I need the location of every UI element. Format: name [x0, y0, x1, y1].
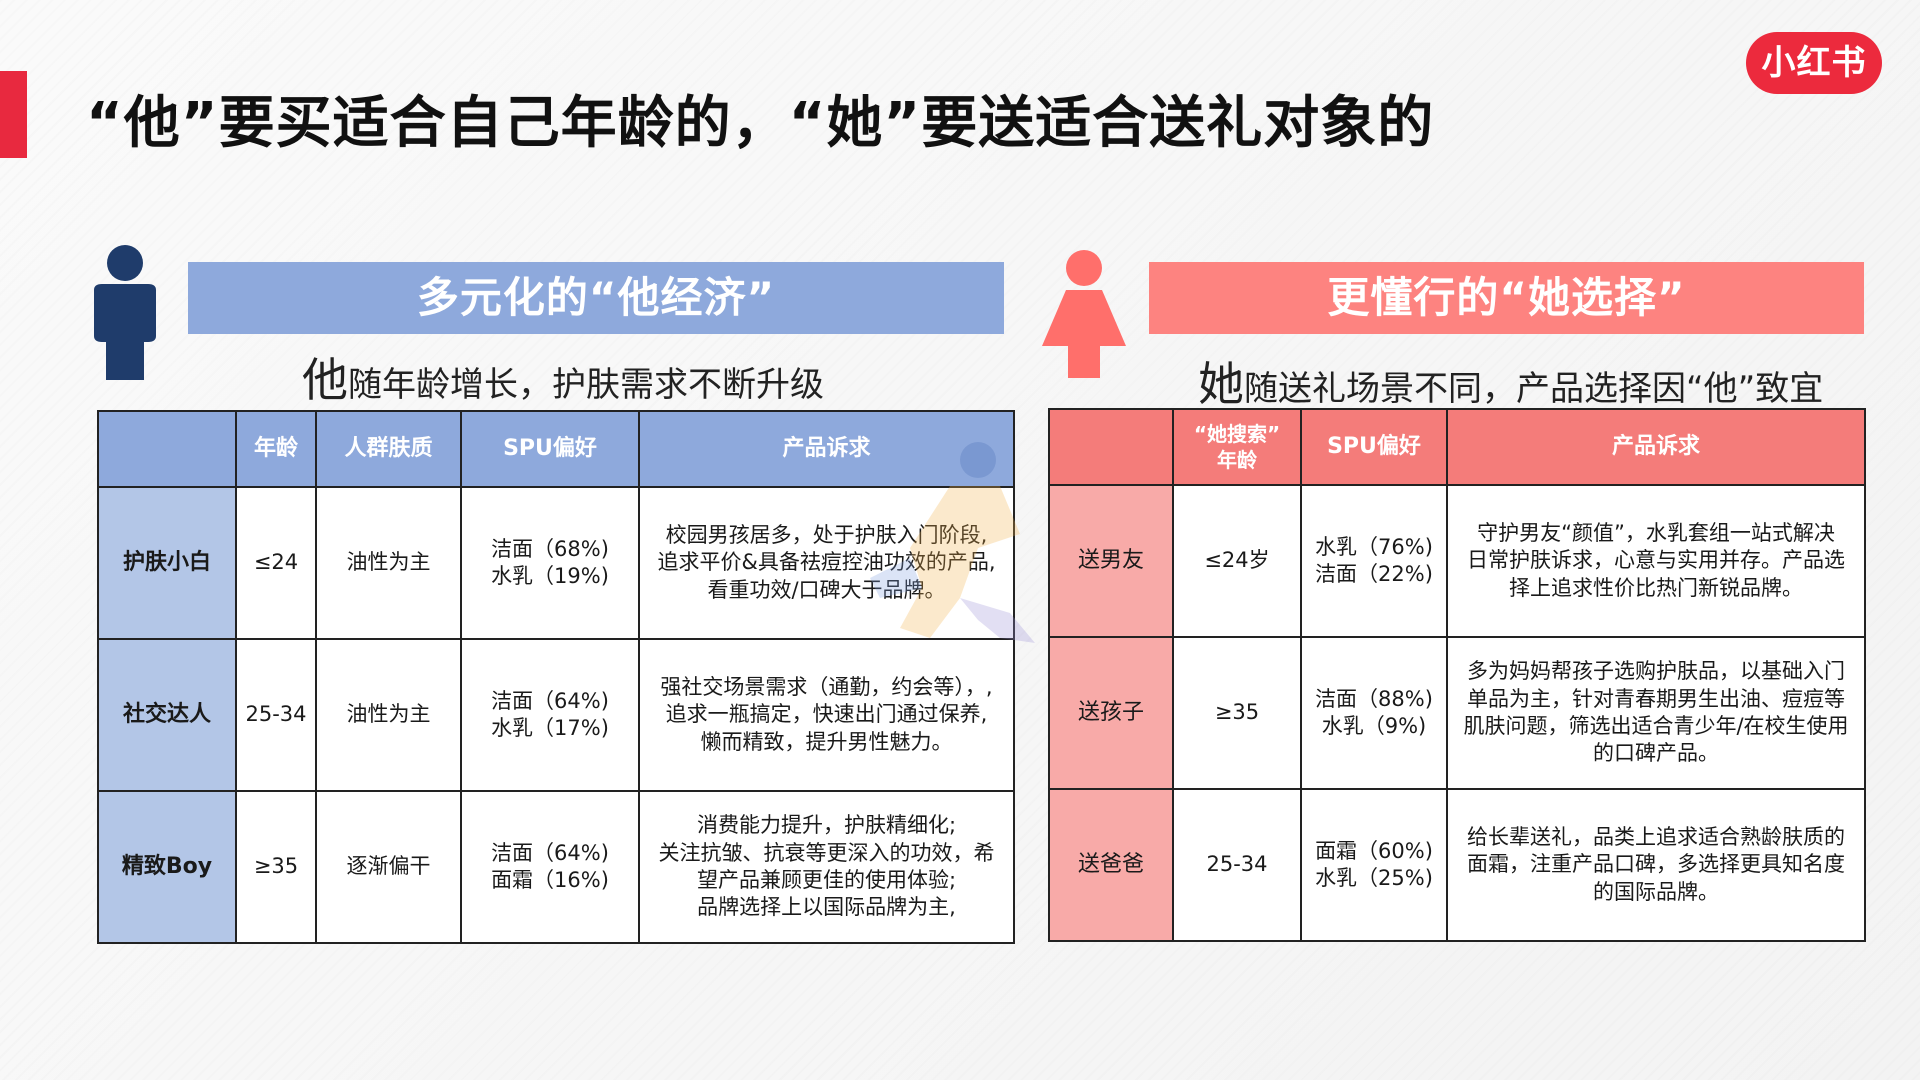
row-age: ≤24 — [235, 486, 317, 640]
header-cell-skin: 人群肤质 — [315, 410, 462, 488]
table-row: 送孩子 ≥35 洁面（88%) 水乳（9%) 多为妈妈帮孩子选购护肤品，以基础入… — [1048, 636, 1866, 790]
spu-line: 洁面（64%) — [491, 840, 609, 865]
desc-line: 校园男孩居多，处于护肤入门阶段, — [665, 523, 988, 548]
row-demand: 守护男友“颜值”，水乳套组一站式解决 日常护肤诉求，心意与实用并存。产品选 择上… — [1446, 484, 1866, 638]
desc-line: 单品为主，针对青春期男生出油、痘痘等 — [1467, 686, 1845, 711]
row-group: 送孩子 — [1048, 636, 1174, 790]
male-subtitle-lead: 他 — [302, 353, 348, 407]
table-header-row: 年龄 人群肤质 SPU偏好 产品诉求 — [97, 410, 1015, 488]
male-table: 年龄 人群肤质 SPU偏好 产品诉求 护肤小白 ≤24 油性为主 洁面（68%)… — [97, 410, 1015, 944]
header-cell-blank — [97, 410, 237, 488]
row-spu: 洁面（88%) 水乳（9%) — [1300, 636, 1448, 790]
header-line: “她搜索” — [1193, 422, 1281, 446]
header-cell-blank — [1048, 408, 1174, 486]
table-row: 社交达人 25-34 油性为主 洁面（64%) 水乳（17%) 强社交场景需求（… — [97, 638, 1015, 792]
desc-line: 追求一瓶搞定，快速出门通过保养, — [665, 702, 988, 727]
female-table: “她搜索” 年龄 SPU偏好 产品诉求 送男友 ≤24岁 水乳（76%) 洁面（… — [1048, 408, 1866, 942]
row-spu: 洁面（68%) 水乳（19%) — [460, 486, 640, 640]
spu-line: 洁面（68%) — [491, 536, 609, 561]
desc-line: 的口碑产品。 — [1593, 741, 1719, 766]
row-age: 25-34 — [1172, 788, 1302, 942]
row-demand: 给长辈送礼，品类上追求适合熟龄肤质的 面霜，注重产品口碑，多选择更具知名度 的国… — [1446, 788, 1866, 942]
table-row: 精致Boy ≥35 逐渐偏干 洁面（64%) 面霜（16%) 消费能力提升，护肤… — [97, 790, 1015, 944]
row-age: ≥35 — [235, 790, 317, 944]
row-skin: 逐渐偏干 — [315, 790, 462, 944]
header-cell-age: 年龄 — [235, 410, 317, 488]
male-section-banner: 多元化的“他经济” — [188, 262, 1004, 334]
row-age: ≥35 — [1172, 636, 1302, 790]
female-subtitle-text: 随送礼场景不同，产品选择因“他”致宜 — [1244, 369, 1824, 409]
brand-logo: 小红书 — [1746, 32, 1882, 94]
row-spu: 水乳（76%) 洁面（22%) — [1300, 484, 1448, 638]
spu-line: 水乳（9%) — [1321, 714, 1427, 738]
accent-bar — [0, 71, 27, 158]
desc-line: 守护男友“颜值”，水乳套组一站式解决 — [1477, 521, 1835, 546]
female-subtitle: 她随送礼场景不同，产品选择因“他”致宜 — [1198, 348, 1823, 414]
page-title: “他”要买适合自己年龄的，“她”要送适合送礼对象的 — [86, 91, 1435, 156]
row-demand: 多为妈妈帮孩子选购护肤品，以基础入门 单品为主，针对青春期男生出油、痘痘等 肌肤… — [1446, 636, 1866, 790]
row-group: 送男友 — [1048, 484, 1174, 638]
desc-line: 品牌选择上以国际品牌为主, — [697, 895, 956, 920]
row-demand: 校园男孩居多，处于护肤入门阶段, 追求平价&具备祛痘控油功效的产品, 看重功效/… — [638, 486, 1015, 640]
desc-line: 消费能力提升，护肤精细化; — [696, 813, 957, 838]
row-group: 社交达人 — [97, 638, 237, 792]
header-cell-spu: SPU偏好 — [460, 410, 640, 488]
row-demand: 消费能力提升，护肤精细化; 关注抗皱、抗衰等更深入的功效，希 望产品兼顾更佳的使… — [638, 790, 1015, 944]
spu-line: 水乳（76%) — [1315, 534, 1433, 559]
desc-line: 望产品兼顾更佳的使用体验; — [696, 868, 957, 892]
table-row: 送男友 ≤24岁 水乳（76%) 洁面（22%) 守护男友“颜值”，水乳套组一站… — [1048, 484, 1866, 638]
spu-line: 洁面（64%) — [491, 688, 609, 713]
desc-line: 看重功效/口碑大于品牌。 — [707, 577, 946, 602]
desc-line: 日常护肤诉求，心意与实用并存。产品选 — [1467, 548, 1845, 573]
spu-line: 洁面（88%) — [1315, 686, 1433, 711]
desc-line: 择上追求性价比热门新锐品牌。 — [1509, 575, 1803, 600]
female-section-banner: 更懂行的“她选择” — [1149, 262, 1864, 334]
desc-line: 的国际品牌。 — [1593, 879, 1719, 904]
row-group: 送爸爸 — [1048, 788, 1174, 942]
row-spu: 面霜（60%) 水乳（25%) — [1300, 788, 1448, 942]
header-cell-spu: SPU偏好 — [1300, 408, 1448, 486]
table-header-row: “她搜索” 年龄 SPU偏好 产品诉求 — [1048, 408, 1866, 486]
desc-line: 多为妈妈帮孩子选购护肤品，以基础入门 — [1467, 659, 1845, 684]
spu-line: 水乳（17%) — [491, 716, 609, 740]
spu-line: 洁面（22%) — [1315, 562, 1433, 586]
desc-line: 关注抗皱、抗衰等更深入的功效，希 — [658, 840, 995, 865]
spu-line: 水乳（19%) — [491, 564, 609, 588]
desc-line: 面霜，注重产品口碑，多选择更具知名度 — [1467, 852, 1845, 877]
header-cell-demand: 产品诉求 — [1446, 408, 1866, 486]
desc-line: 给长辈送礼，品类上追求适合熟龄肤质的 — [1467, 825, 1845, 850]
table-row: 护肤小白 ≤24 油性为主 洁面（68%) 水乳（19%) 校园男孩居多，处于护… — [97, 486, 1015, 640]
desc-line: 懒而精致，提升男性魅力。 — [700, 729, 953, 754]
female-person-icon — [1042, 250, 1126, 378]
header-cell-demand: 产品诉求 — [638, 410, 1015, 488]
row-age: 25-34 — [235, 638, 317, 792]
header-line: 年龄 — [1217, 448, 1257, 472]
male-subtitle: 他随年龄增长，护肤需求不断升级 — [302, 344, 824, 410]
row-age: ≤24岁 — [1172, 484, 1302, 638]
row-spu: 洁面（64%) 水乳（17%) — [460, 638, 640, 792]
header-cell-search-age: “她搜索” 年龄 — [1172, 408, 1302, 486]
row-group: 精致Boy — [97, 790, 237, 944]
male-subtitle-text: 随年龄增长，护肤需求不断升级 — [348, 365, 824, 405]
spu-line: 水乳（25%) — [1315, 866, 1433, 890]
desc-line: 强社交场景需求（通勤，约会等），, — [660, 675, 993, 700]
male-person-icon — [94, 245, 156, 380]
spu-line: 面霜（16%) — [491, 868, 609, 892]
row-group: 护肤小白 — [97, 486, 237, 640]
row-demand: 强社交场景需求（通勤，约会等），, 追求一瓶搞定，快速出门通过保养, 懒而精致，… — [638, 638, 1015, 792]
spu-line: 面霜（60%) — [1315, 838, 1433, 863]
row-skin: 油性为主 — [315, 638, 462, 792]
female-subtitle-lead: 她 — [1198, 357, 1244, 411]
desc-line: 肌肤问题，筛选出适合青少年/在校生使用 — [1463, 714, 1849, 738]
row-spu: 洁面（64%) 面霜（16%) — [460, 790, 640, 944]
row-skin: 油性为主 — [315, 486, 462, 640]
table-row: 送爸爸 25-34 面霜（60%) 水乳（25%) 给长辈送礼，品类上追求适合熟… — [1048, 788, 1866, 942]
desc-line: 追求平价&具备祛痘控油功效的产品, — [657, 550, 996, 575]
